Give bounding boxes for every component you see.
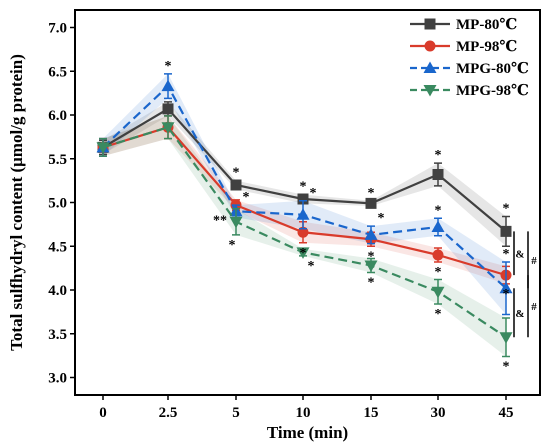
data-point — [431, 220, 445, 232]
legend-marker — [423, 61, 437, 73]
series-layer — [96, 73, 513, 358]
significance-mark: ** — [213, 213, 227, 228]
significance-mark: * — [368, 186, 375, 201]
x-tick-label: 5 — [232, 405, 240, 421]
significance-mark: * — [310, 186, 317, 201]
data-point — [96, 142, 110, 154]
x-tick-label: 15 — [364, 405, 379, 421]
x-tick-label: 0 — [99, 405, 107, 421]
data-point — [500, 225, 512, 237]
significance-mark: * — [435, 203, 442, 218]
legend-label: MP-98℃ — [456, 39, 517, 55]
data-point — [296, 208, 310, 220]
y-tick-label: 3.5 — [48, 327, 67, 343]
comparison-symbol: & — [515, 248, 524, 260]
significance-mark: * — [233, 166, 240, 181]
data-point — [499, 281, 513, 294]
x-axis-label: Time (min) — [267, 423, 348, 442]
x-tick-label: 30 — [431, 405, 446, 421]
data-point — [162, 103, 174, 115]
data-point — [431, 286, 445, 299]
data-point — [364, 228, 378, 240]
data-point — [229, 216, 243, 229]
significance-mark: * — [378, 211, 385, 226]
significance-mark: * — [435, 265, 442, 280]
legend: MP-80℃ MP-98℃ MPG-80℃ MPG-98℃ — [410, 17, 529, 99]
legend-item-1: MP-98℃ — [410, 39, 517, 55]
data-point — [364, 260, 378, 272]
comparison-symbol: # — [531, 255, 537, 267]
significance-mark: * — [503, 247, 510, 262]
significance-mark: * — [435, 148, 442, 163]
data-point — [499, 332, 513, 344]
significance-mark: * — [368, 276, 375, 291]
x-tick-label: 2.5 — [159, 405, 178, 421]
significance-mark: * — [368, 249, 375, 264]
significance-mark: * — [503, 360, 510, 375]
data-point — [230, 179, 242, 191]
y-tick-label: 4.5 — [48, 239, 67, 255]
significance-mark: * — [503, 202, 510, 217]
data-point — [161, 122, 175, 134]
significance-mark: * — [229, 238, 236, 253]
significance-mark: * — [300, 246, 307, 261]
y-tick-label: 5.0 — [48, 196, 67, 212]
y-tick-label: 3.0 — [48, 371, 67, 387]
data-point — [432, 249, 444, 261]
y-tick-label: 6.0 — [48, 108, 67, 124]
error-band-0 — [103, 101, 506, 247]
legend-item-3: MPG-98℃ — [410, 83, 529, 99]
data-point — [365, 197, 377, 209]
legend-label: MPG-80℃ — [456, 61, 529, 77]
axes: 3.0 3.5 4.0 4.5 5.0 5.5 6.0 6.5 7.0 0 2.5 5 10 15 30 45 — [48, 9, 541, 421]
x-tick-label: 45 — [499, 405, 514, 421]
data-point — [161, 79, 175, 92]
legend-item-2: MPG-80℃ — [410, 61, 529, 77]
significance-mark: * — [308, 259, 315, 274]
data-point — [297, 193, 309, 205]
data-point — [432, 169, 444, 180]
significance-mark: * — [165, 59, 172, 74]
legend-label: MP-80℃ — [456, 17, 517, 33]
legend-item-0: MP-80℃ — [410, 17, 517, 33]
legend-marker — [424, 18, 436, 30]
significance-mark: * — [435, 307, 442, 322]
significance-mark: * — [243, 190, 250, 205]
comparison-symbol: & — [515, 308, 524, 320]
y-tick-label: 7.0 — [48, 21, 67, 37]
series-3 — [96, 115, 513, 358]
y-axis-label: Total sulfhydryl content (μmol/g protein… — [7, 54, 26, 351]
comparison-symbol: # — [531, 301, 537, 313]
significance-annotations: ** ****** ***** *********&#&# — [165, 59, 538, 375]
data-point — [296, 247, 310, 259]
significance-mark: * — [300, 180, 307, 195]
significance-mark: * — [503, 287, 510, 302]
error-band-1 — [103, 115, 506, 284]
legend-marker — [424, 40, 436, 52]
y-tick-label: 5.5 — [48, 152, 67, 168]
y-tick-label: 6.5 — [48, 64, 67, 80]
y-tick-label: 4.0 — [48, 283, 67, 299]
x-tick-label: 10 — [296, 405, 311, 421]
legend-label: MPG-98℃ — [456, 83, 529, 99]
legend-marker — [423, 85, 437, 97]
